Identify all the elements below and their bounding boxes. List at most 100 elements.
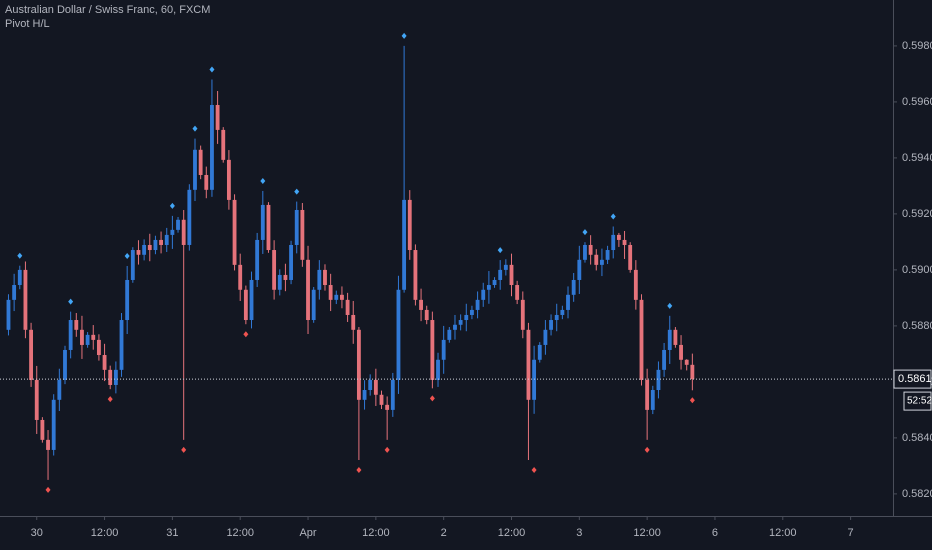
candle-body [424, 309, 429, 321]
candle-body [402, 199, 407, 290]
candle-body [679, 344, 683, 360]
candle-body [413, 250, 418, 300]
candle-body [108, 369, 113, 385]
candle-body [594, 254, 599, 265]
x-tick-label: 7 [848, 527, 854, 539]
countdown-label: 52:52 [907, 396, 932, 407]
candle-body [277, 274, 282, 290]
candle-body [588, 244, 593, 255]
candle-body [238, 264, 243, 290]
candle-body [616, 234, 621, 240]
pivot-low-marker [531, 467, 537, 474]
candle-body [283, 274, 288, 280]
candle-body [210, 104, 214, 190]
y-tick-label: 0.59000 [902, 264, 932, 276]
candle-body [68, 320, 73, 350]
candle-body [125, 279, 130, 321]
candle-body [260, 204, 265, 240]
pivot-high-marker [667, 302, 673, 309]
pivot-low-marker [429, 395, 435, 402]
x-tick-label: 12:00 [633, 527, 661, 539]
candle-body [639, 299, 644, 380]
candle-body [543, 329, 548, 345]
candle-body [690, 364, 695, 380]
candle-body [345, 299, 350, 315]
candle-body [34, 379, 39, 420]
y-tick-label: 0.59800 [902, 40, 932, 52]
candle-body [441, 339, 446, 360]
candle-body [600, 259, 604, 265]
candle-body [447, 329, 452, 340]
pivot-high-marker [124, 252, 130, 259]
candle-body [311, 289, 316, 321]
candle-body [509, 264, 514, 286]
candle-body [611, 234, 616, 251]
pivot-high-marker [209, 66, 215, 73]
candle-body [390, 379, 395, 410]
candle-body [130, 250, 135, 280]
candle-body [255, 239, 260, 280]
candle-body [6, 299, 11, 330]
candle-body [503, 264, 508, 270]
pivot-high-marker [260, 177, 266, 184]
x-tick-label: 12:00 [362, 527, 390, 539]
indicator-name: Pivot H/L [5, 18, 50, 30]
candle-body [142, 244, 147, 255]
candle-body [306, 259, 310, 321]
candle-body [74, 320, 79, 330]
candle-body [605, 250, 610, 260]
candle-body [628, 244, 633, 270]
candle-body [153, 239, 158, 251]
candle-body [266, 204, 271, 251]
pivot-high-marker [582, 229, 588, 236]
candle-body [470, 309, 474, 315]
candle-body [351, 314, 356, 330]
candle-body [272, 250, 277, 290]
candle-body [481, 289, 486, 300]
pivot-high-marker [401, 32, 407, 39]
candle-body [147, 244, 152, 251]
pivot-low-marker [45, 486, 51, 493]
candle-body [198, 149, 203, 175]
x-tick-label: 31 [166, 527, 178, 539]
pivot-high-marker [169, 202, 175, 209]
candle-body [204, 174, 209, 190]
x-tick-label: 12:00 [91, 527, 119, 539]
candle-body [294, 209, 299, 245]
y-tick-label: 0.59200 [902, 208, 932, 220]
candle-body [164, 234, 169, 245]
candle-body [215, 104, 220, 130]
candle-body [464, 314, 469, 321]
last-price-label: 0.58610 [898, 373, 932, 385]
candle-body [113, 369, 118, 385]
y-tick-label: 0.59600 [902, 96, 932, 108]
candle-body [221, 129, 226, 160]
pivot-low-marker [243, 331, 249, 338]
candle-body [46, 439, 50, 450]
candle-body [515, 285, 520, 300]
candle-body [51, 399, 56, 450]
candle-body [571, 279, 576, 295]
candle-body [289, 244, 293, 280]
candle-body [17, 269, 22, 286]
candle-body [520, 299, 525, 330]
candle-body [12, 285, 17, 300]
candle-body [193, 149, 197, 190]
x-tick-label: 12:00 [226, 527, 254, 539]
candle-body [656, 369, 661, 391]
candle-body [159, 239, 164, 245]
candle-body [475, 299, 480, 310]
candle-body [373, 379, 378, 395]
y-tick-label: 0.58800 [902, 320, 932, 332]
candle-body [57, 379, 62, 400]
candle-body [91, 334, 96, 340]
x-tick-label: 2 [441, 527, 447, 539]
pivot-high-marker [17, 252, 23, 259]
candle-body [673, 329, 678, 345]
x-tick-label: 3 [576, 527, 582, 539]
candle-body [29, 329, 34, 380]
candle-body [181, 219, 186, 245]
candle-body [85, 334, 90, 345]
